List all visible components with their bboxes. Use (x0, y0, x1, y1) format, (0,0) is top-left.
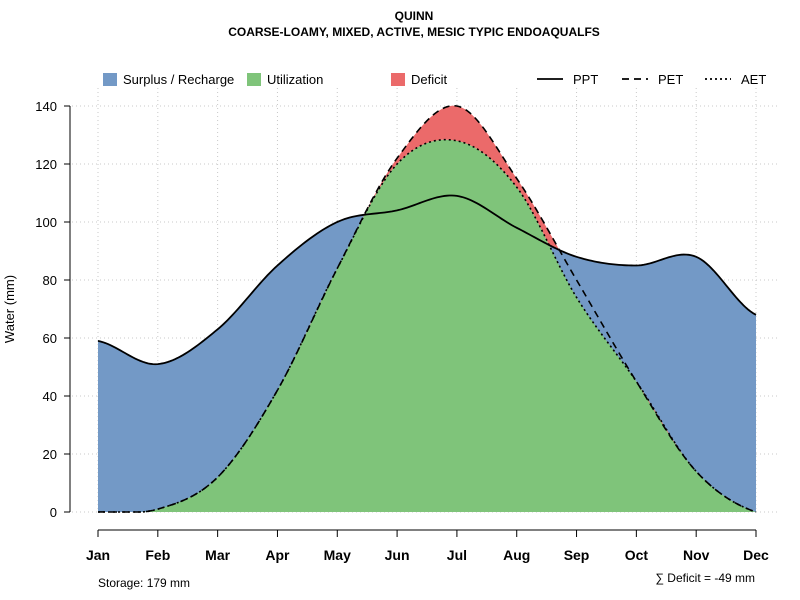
legend-label: Utilization (267, 72, 323, 87)
deficit-note: ∑ Deficit = -49 mm (655, 571, 755, 585)
y-tick-label: 80 (43, 273, 57, 288)
legend: Surplus / Recharge Utilization Deficit PPT P… (103, 72, 766, 87)
axes: 0 20 40 60 80 100 120 140 Jan Feb Mar Apr May Jun Jul A… (35, 99, 769, 563)
y-tick-label: 140 (35, 99, 57, 114)
x-tick-label: Jul (447, 547, 467, 563)
chart-subtitle: COARSE-LOAMY, MIXED, ACTIVE, MESIC TYPIC… (228, 25, 600, 39)
y-axis-label: Water (mm) (2, 275, 17, 343)
legend-label: PPT (573, 72, 598, 87)
x-tick-label: Apr (265, 547, 290, 563)
y-tick-label: 60 (43, 331, 57, 346)
utilization-area (98, 139, 756, 512)
y-tick-label: 100 (35, 215, 57, 230)
y-tick-label: 0 (50, 505, 57, 520)
series-line-aet (97, 138, 757, 513)
y-tick-label: 20 (43, 447, 57, 462)
x-tick-label: Aug (503, 547, 530, 563)
legend-label: AET (741, 72, 766, 87)
chart-title: QUINN (395, 9, 434, 23)
series-lines (97, 104, 757, 513)
y-tick-label: 120 (35, 157, 57, 172)
area-fills (98, 105, 756, 513)
x-tick-label: Sep (564, 547, 590, 563)
x-tick-label: Feb (145, 547, 170, 563)
legend-swatch (391, 73, 405, 86)
x-tick-label: Jun (385, 547, 410, 563)
legend-label: Surplus / Recharge (123, 72, 234, 87)
legend-swatch (103, 73, 117, 86)
x-tick-label: May (324, 547, 351, 563)
x-tick-label: Oct (625, 547, 649, 563)
x-tick-label: Nov (683, 547, 710, 563)
series-line-pet (97, 104, 757, 513)
legend-label: PET (658, 72, 683, 87)
x-tick-label: Mar (205, 547, 230, 563)
y-tick-label: 40 (43, 389, 57, 404)
x-tick-label: Dec (743, 547, 769, 563)
x-tick-label: Jan (86, 547, 110, 563)
storage-note: Storage: 179 mm (98, 576, 190, 590)
series-line-ppt (97, 194, 757, 366)
legend-label: Deficit (411, 72, 448, 87)
legend-swatch (247, 73, 261, 86)
